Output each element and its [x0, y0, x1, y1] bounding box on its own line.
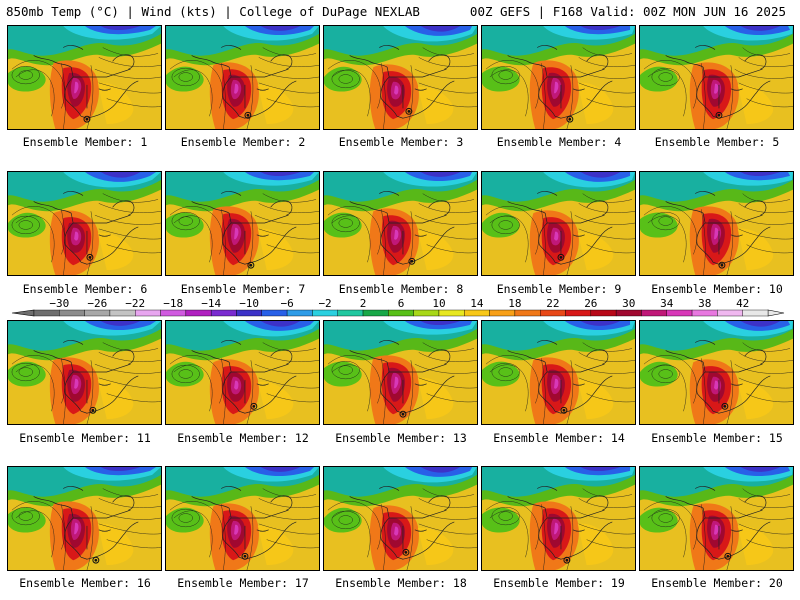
colorbar-swatch [160, 309, 187, 317]
ensemble-member-map[interactable] [323, 466, 478, 571]
ensemble-member-label: Ensemble Member: 4 [496, 135, 622, 149]
ensemble-member-label: Ensemble Member: 9 [496, 282, 622, 296]
colorbar-swatch [438, 309, 465, 317]
colorbar-max-arrow [767, 309, 785, 317]
colorbar-swatch [641, 309, 667, 317]
colorbar-tick-label: 38 [698, 297, 711, 310]
colorbar-tick-label: 10 [432, 297, 445, 310]
model-run-valid-time: 00Z GEFS | F168 Valid: 00Z MON JUN 16 20… [469, 4, 786, 19]
colorbar-swatch [33, 309, 60, 317]
ensemble-member-map[interactable] [7, 25, 162, 130]
colorbar-tick-label: −22 [125, 297, 145, 310]
colorbar-swatch [388, 309, 414, 317]
colorbar-swatch [514, 309, 541, 317]
colorbar-tick-label: 6 [398, 297, 405, 310]
ensemble-member-label: Ensemble Member: 2 [180, 135, 306, 149]
ensemble-member-map[interactable] [165, 320, 320, 425]
colorbar-swatch [540, 309, 566, 317]
ensemble-member-label: Ensemble Member: 7 [180, 282, 306, 296]
colorbar-swatch [286, 309, 313, 317]
ensemble-member-map[interactable] [639, 466, 794, 571]
colorbar-tick-label: 26 [584, 297, 597, 310]
colorbar-swatch [185, 309, 212, 317]
colorbar-tick-label: −10 [239, 297, 259, 310]
ensemble-member-map[interactable] [7, 171, 162, 276]
colorbar-swatch [135, 309, 161, 317]
colorbar-swatch [615, 309, 642, 317]
colorbar-tick-label: −14 [201, 297, 221, 310]
ensemble-member-label: Ensemble Member: 16 [19, 576, 151, 590]
ensemble-member-map[interactable] [323, 25, 478, 130]
ensemble-member-map[interactable] [7, 466, 162, 571]
colorbar-swatch [261, 309, 288, 317]
map-title: 850mb Temp (°C) | Wind (kts) | College o… [6, 4, 420, 19]
colorbar-tick-label: −6 [280, 297, 293, 310]
ensemble-member-map[interactable] [639, 171, 794, 276]
ensemble-member-map[interactable] [165, 466, 320, 571]
colorbar-tick-label: 14 [470, 297, 484, 310]
colorbar-swatch [666, 309, 693, 317]
ensemble-member-label: Ensemble Member: 12 [177, 431, 309, 445]
ensemble-member-label: Ensemble Member: 13 [335, 431, 467, 445]
ensemble-member-map[interactable] [323, 320, 478, 425]
ensemble-member-map[interactable] [639, 320, 794, 425]
colorbar-swatch [109, 309, 136, 317]
colorbar-tick-label: −2 [318, 297, 331, 310]
ensemble-member-map[interactable] [639, 25, 794, 130]
ensemble-member-label: Ensemble Member: 18 [335, 576, 467, 590]
colorbar-swatch [489, 309, 516, 317]
colorbar-swatch [312, 309, 338, 317]
colorbar-swatch [210, 309, 237, 317]
ensemble-member-label: Ensemble Member: 1 [22, 135, 148, 149]
colorbar-swatch [59, 309, 85, 317]
colorbar-swatch [590, 309, 617, 317]
ensemble-member-map[interactable] [165, 25, 320, 130]
colorbar-swatch [413, 309, 440, 317]
colorbar-swatch [84, 309, 111, 317]
ensemble-member-map[interactable] [481, 466, 636, 571]
colorbar-tick-label: 30 [622, 297, 635, 310]
ensemble-member-label: Ensemble Member: 8 [338, 282, 464, 296]
ensemble-member-label: Ensemble Member: 17 [177, 576, 309, 590]
colorbar-min-arrow [11, 309, 35, 317]
ensemble-member-label: Ensemble Member: 10 [651, 282, 783, 296]
ensemble-member-map[interactable] [7, 320, 162, 425]
colorbar-swatch [362, 309, 389, 317]
temperature-colorbar: −30 −26 −22 −18 −14 −10 −6 −2 2 6 10 14 18 22 26 30 34 38… [11, 297, 785, 317]
colorbar-tick-label: 2 [360, 297, 367, 310]
ensemble-member-label: Ensemble Member: 20 [651, 576, 783, 590]
colorbar-tick-label: 22 [546, 297, 559, 310]
colorbar-tick-label: −26 [87, 297, 107, 310]
colorbar-swatch [717, 309, 743, 317]
ensemble-member-map[interactable] [481, 171, 636, 276]
colorbar-swatch [464, 309, 490, 317]
ensemble-member-label: Ensemble Member: 3 [338, 135, 464, 149]
ensemble-member-map[interactable] [323, 171, 478, 276]
colorbar-swatch [337, 309, 364, 317]
colorbar-tick-label: 42 [736, 297, 749, 310]
colorbar-tick-label: −30 [49, 297, 69, 310]
ensemble-member-label: Ensemble Member: 15 [651, 431, 783, 445]
colorbar-swatch [565, 309, 592, 317]
colorbar-tick-label: 34 [660, 297, 674, 310]
ensemble-member-label: Ensemble Member: 5 [654, 135, 780, 149]
ensemble-member-map[interactable] [165, 171, 320, 276]
colorbar-tick-label: −18 [163, 297, 183, 310]
ensemble-member-label: Ensemble Member: 6 [22, 282, 148, 296]
ensemble-member-map[interactable] [481, 320, 636, 425]
colorbar-swatch [236, 309, 262, 317]
ensemble-member-label: Ensemble Member: 14 [493, 431, 625, 445]
ensemble-member-map[interactable] [481, 25, 636, 130]
colorbar-swatch [691, 309, 718, 317]
colorbar-swatch [742, 309, 769, 317]
ensemble-member-label: Ensemble Member: 19 [493, 576, 625, 590]
colorbar-tick-label: 18 [508, 297, 521, 310]
ensemble-member-label: Ensemble Member: 11 [19, 431, 151, 445]
